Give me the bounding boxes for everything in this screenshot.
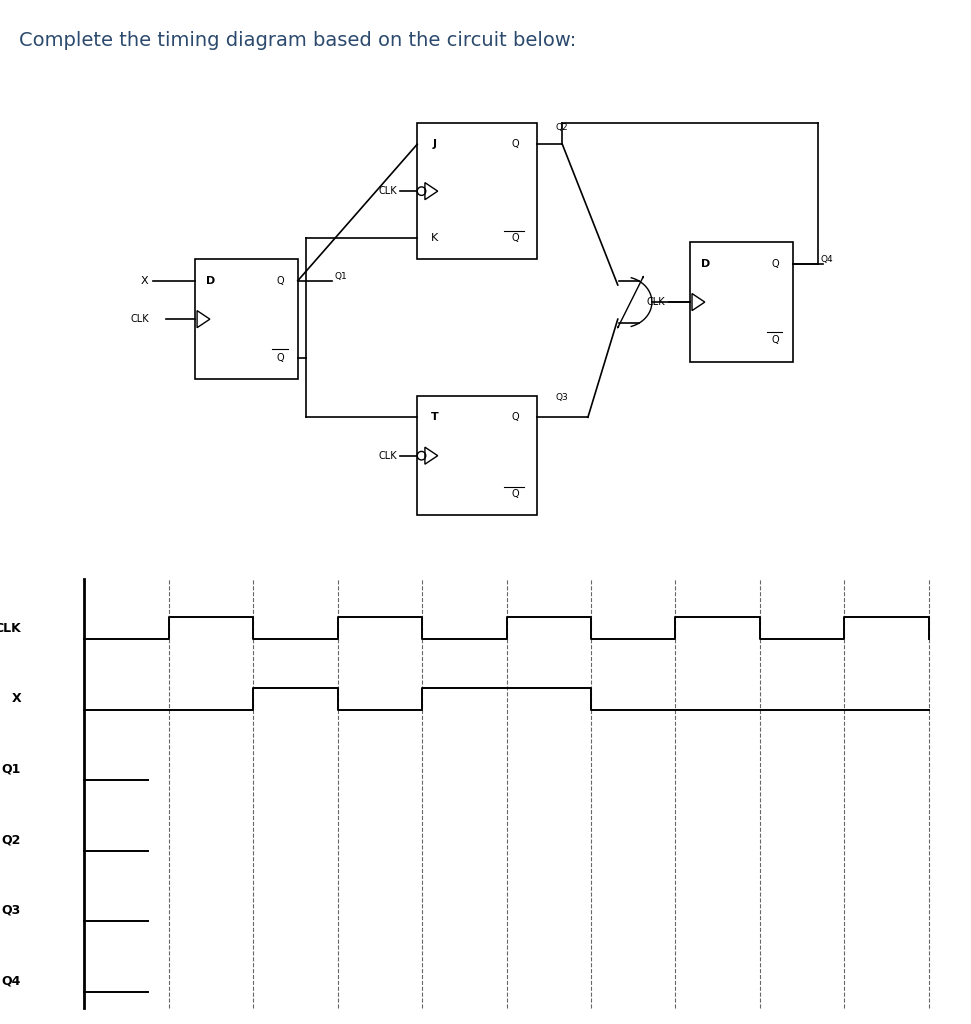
Text: Q1: Q1 <box>334 272 347 281</box>
Text: D: D <box>701 259 710 268</box>
Text: Q: Q <box>772 336 780 345</box>
Text: Complete the timing diagram based on the circuit below:: Complete the timing diagram based on the… <box>19 32 577 50</box>
Text: Q: Q <box>512 233 519 243</box>
Text: Q: Q <box>277 275 285 286</box>
Text: Q: Q <box>512 413 519 422</box>
FancyBboxPatch shape <box>690 243 792 361</box>
Text: Q: Q <box>772 259 780 268</box>
FancyBboxPatch shape <box>418 123 537 259</box>
Text: J: J <box>432 139 436 150</box>
Text: Q: Q <box>277 352 285 362</box>
Text: CLK: CLK <box>378 186 397 197</box>
Text: Q4: Q4 <box>2 974 21 987</box>
Text: X: X <box>141 275 148 286</box>
Text: T: T <box>430 413 438 422</box>
Text: X: X <box>12 692 21 706</box>
Text: Q2: Q2 <box>556 123 569 132</box>
Text: Q3: Q3 <box>2 904 21 916</box>
FancyBboxPatch shape <box>195 259 298 379</box>
Text: CLK: CLK <box>647 297 665 307</box>
Text: Q: Q <box>512 139 519 150</box>
Text: Q3: Q3 <box>556 393 569 402</box>
FancyBboxPatch shape <box>418 396 537 515</box>
Text: K: K <box>431 233 438 243</box>
Text: D: D <box>206 275 216 286</box>
Text: CLK: CLK <box>130 314 150 325</box>
Text: Q2: Q2 <box>2 834 21 846</box>
Text: Q4: Q4 <box>820 255 833 264</box>
Text: CLK: CLK <box>378 451 397 461</box>
Text: Q: Q <box>512 489 519 499</box>
Text: Q1: Q1 <box>2 763 21 776</box>
Text: CLK: CLK <box>0 622 21 635</box>
